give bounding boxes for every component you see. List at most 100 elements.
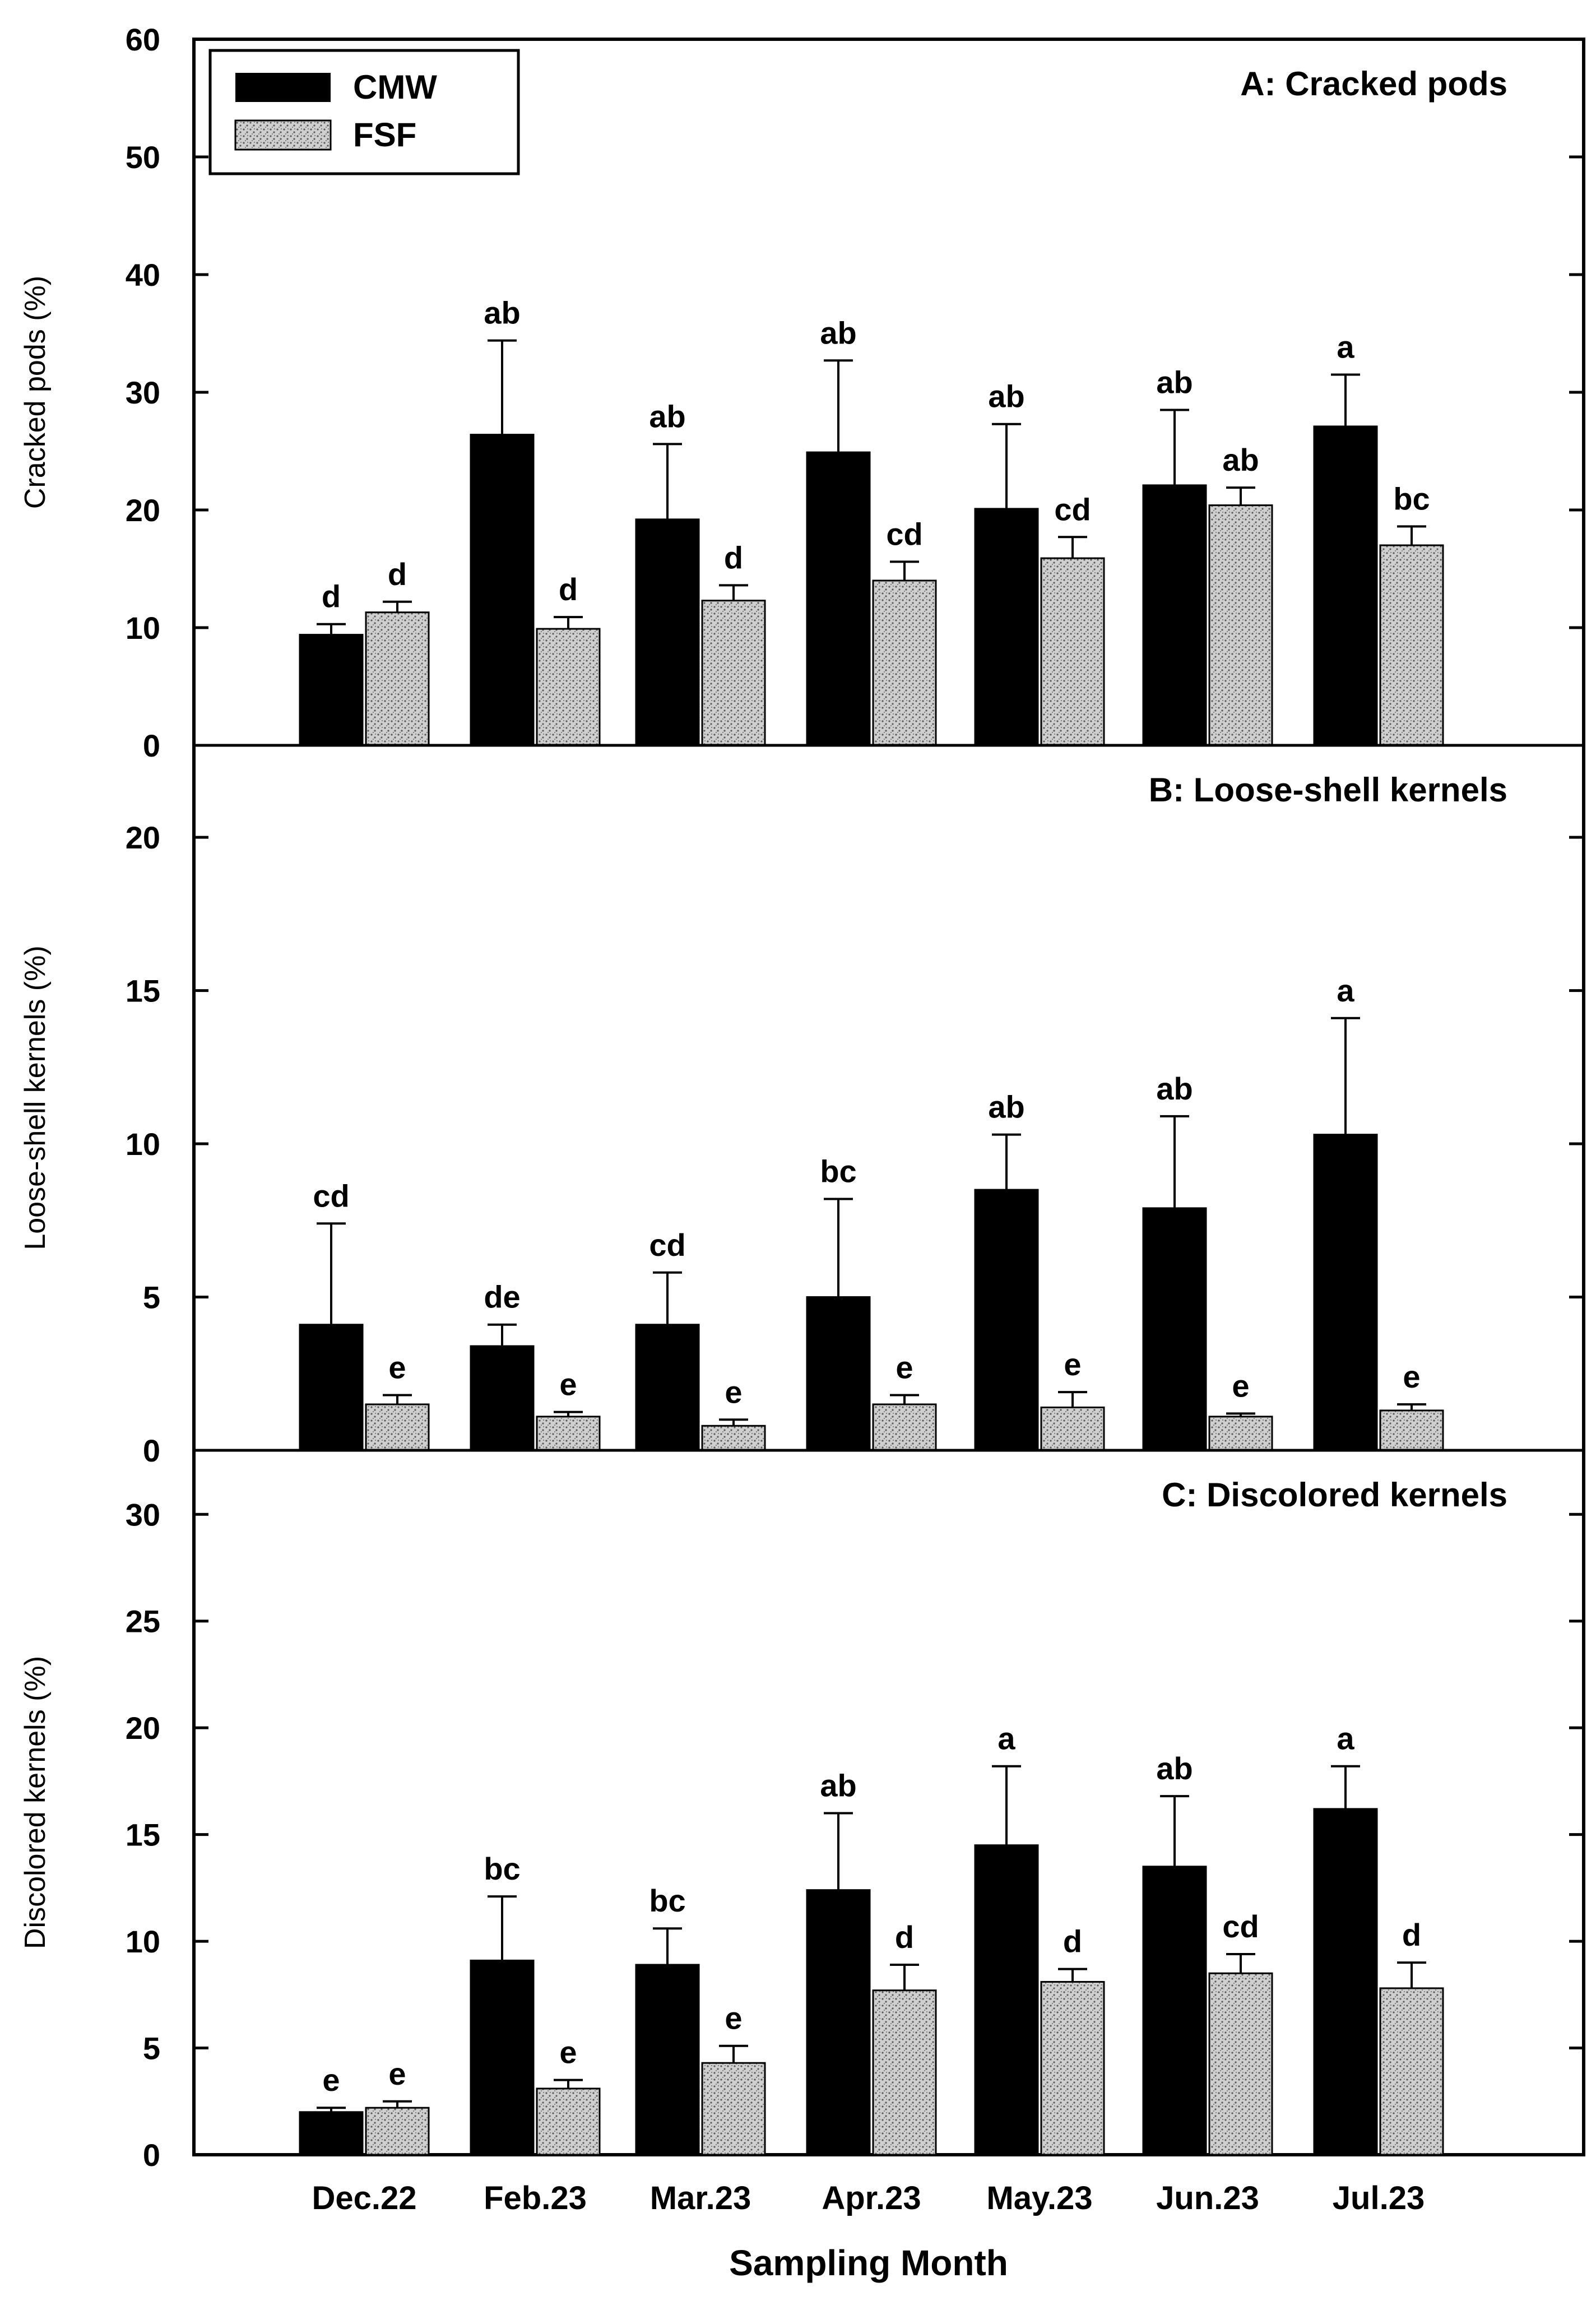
y-tick-label: 20 xyxy=(126,820,160,855)
y-axis-label: Loose-shell kernels (%) xyxy=(19,945,52,1250)
x-tick-label: Apr.23 xyxy=(822,2180,921,2216)
bar-fsf xyxy=(536,2087,601,2156)
y-tick-label: 15 xyxy=(126,1817,160,1853)
bar-cmw xyxy=(299,2111,364,2156)
bar-fsf xyxy=(1040,557,1105,746)
panel-loose-shell-kernels: 0 5 10 15 20 Loose-shell kernels (%) B: Loose-… xyxy=(19,744,1584,1468)
significance-letter: e xyxy=(388,2056,406,2091)
significance-letter: a xyxy=(998,1721,1015,1756)
bar-cmw xyxy=(299,634,364,746)
bar-fsf xyxy=(1040,1980,1105,2156)
panel-title: C: Discolored kernels xyxy=(1162,1476,1507,1514)
y-tick-label: 30 xyxy=(126,1497,160,1532)
significance-letter: ab xyxy=(649,398,685,434)
legend-label-fsf: FSF xyxy=(353,116,416,154)
bar-cmw xyxy=(806,1889,871,2156)
legend-box xyxy=(208,49,520,175)
bar-fsf xyxy=(872,1989,937,2156)
bar-cmw xyxy=(1313,1134,1378,1451)
legend-label-cmw: CMW xyxy=(353,68,437,106)
bar-fsf xyxy=(365,1403,430,1451)
significance-letter: cd xyxy=(1054,491,1091,527)
significance-letter: e xyxy=(725,1374,742,1409)
significance-letter: bc xyxy=(484,1851,520,1886)
bar-fsf xyxy=(536,628,601,746)
y-tick-label: 20 xyxy=(126,493,160,528)
bar-cmw xyxy=(470,434,535,746)
x-axis-tick-labels: Dec.22 Feb.23 Mar.23 Apr.23 May.23 Jun.23 Jul.… xyxy=(312,2180,1425,2216)
x-tick-label: May.23 xyxy=(986,2180,1092,2216)
y-tick-label: 10 xyxy=(126,610,160,646)
significance-letter: ab xyxy=(1222,442,1259,477)
bar-cmw xyxy=(635,1324,700,1451)
x-axis-label: Sampling Month xyxy=(729,2243,1008,2283)
bar-fsf xyxy=(872,579,937,746)
significance-letter: cd xyxy=(886,516,922,551)
significance-letter: d xyxy=(1063,1924,1082,1959)
bar-fsf xyxy=(1040,1406,1105,1451)
significance-letter: bc xyxy=(820,1153,856,1189)
bar-fsf xyxy=(365,611,430,746)
bar-fsf xyxy=(365,2107,430,2156)
y-tick-label: 0 xyxy=(143,1433,160,1468)
x-tick-label: Jul.23 xyxy=(1333,2180,1425,2216)
significance-letter: d xyxy=(1402,1917,1421,1952)
significance-letter: e xyxy=(559,2035,577,2070)
panel-discolored-kernels: 0 5 10 15 20 25 30 Discolored kernels (%) C: Dis… xyxy=(19,1449,1584,2173)
significance-letter: ab xyxy=(820,1768,856,1803)
significance-letter: ab xyxy=(988,1089,1024,1125)
significance-letter: e xyxy=(322,2062,340,2098)
significance-letter: e xyxy=(1232,1368,1249,1403)
significance-letter: a xyxy=(1337,973,1354,1008)
x-tick-label: Mar.23 xyxy=(650,2180,751,2216)
bar-fsf xyxy=(536,1416,601,1451)
significance-letter: ab xyxy=(1156,365,1193,400)
bar-cmw xyxy=(1142,1866,1207,2156)
bar-cmw xyxy=(806,1296,871,1451)
y-tick-label: 30 xyxy=(126,375,160,410)
bar-cmw xyxy=(974,1844,1039,2156)
significance-letter: ab xyxy=(1156,1071,1193,1106)
bar-cmw xyxy=(1142,1207,1207,1451)
bar-cmw xyxy=(1142,484,1207,746)
bar-fsf xyxy=(872,1403,937,1451)
panel-title: A: Cracked pods xyxy=(1240,65,1507,103)
significance-letter: ab xyxy=(484,295,520,331)
significance-letter: d xyxy=(388,556,407,592)
significance-letter: ab xyxy=(1156,1751,1193,1786)
significance-letter: d xyxy=(322,579,341,614)
y-tick-label: 0 xyxy=(143,2137,160,2173)
bar-cmw xyxy=(806,451,871,746)
bar-fsf xyxy=(1208,1972,1273,2156)
y-tick-label: 50 xyxy=(126,140,160,175)
x-tick-label: Jun.23 xyxy=(1156,2180,1259,2216)
y-tick-label: 25 xyxy=(126,1604,160,1639)
y-tick-label: 5 xyxy=(143,1280,160,1315)
significance-letter: bc xyxy=(1393,481,1430,516)
significance-letter: ab xyxy=(988,379,1024,414)
panel-title: B: Loose-shell kernels xyxy=(1149,771,1507,809)
significance-letter: e xyxy=(896,1350,913,1385)
bar-fsf xyxy=(701,2062,766,2156)
y-tick-label: 5 xyxy=(143,2031,160,2066)
significance-letter: a xyxy=(1337,330,1354,365)
significance-letter: d xyxy=(559,572,578,607)
bar-cmw xyxy=(974,508,1039,746)
significance-letter: e xyxy=(559,1367,577,1402)
bar-fsf xyxy=(1379,1409,1444,1451)
significance-letter: e xyxy=(1403,1359,1420,1394)
y-tick-label: 60 xyxy=(126,22,160,57)
significance-letter: d xyxy=(724,540,743,575)
legend-swatch-cmw xyxy=(235,73,331,102)
y-tick-label: 40 xyxy=(126,257,160,293)
bar-cmw xyxy=(635,518,700,746)
bar-cmw xyxy=(470,1959,535,2156)
x-tick-label: Dec.22 xyxy=(312,2180,416,2216)
x-tick-label: Feb.23 xyxy=(484,2180,587,2216)
bar-cmw xyxy=(974,1189,1039,1451)
bar-fsf xyxy=(1379,544,1444,746)
bar-fsf xyxy=(1208,1416,1273,1451)
significance-letter: e xyxy=(725,2001,742,2036)
bar-cmw xyxy=(470,1345,535,1451)
